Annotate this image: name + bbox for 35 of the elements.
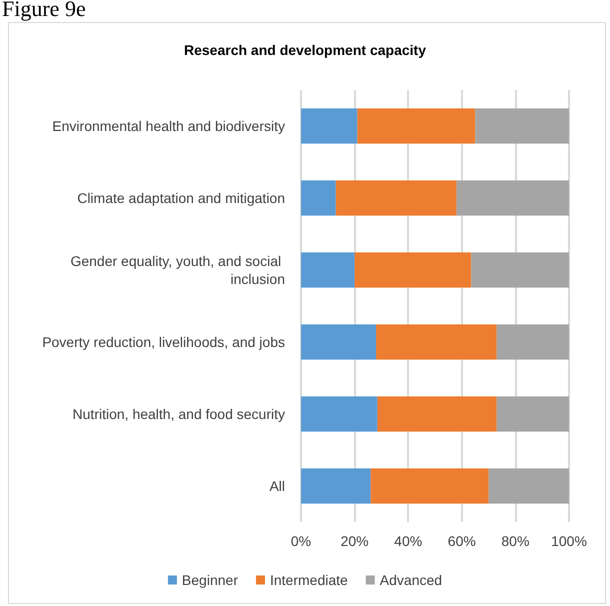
- y-tick-label: All: [269, 478, 285, 494]
- caption: Figure 9e: [2, 0, 86, 22]
- y-tick-label: Nutrition, health, and food security: [72, 406, 285, 422]
- x-tick-label: 100%: [551, 533, 587, 549]
- bar: [301, 324, 376, 360]
- legend-label: Beginner: [182, 572, 238, 588]
- bar: [456, 180, 569, 216]
- x-tick-label: 80%: [501, 533, 530, 549]
- bar: [496, 396, 569, 432]
- bar: [496, 324, 569, 360]
- x-tick-label: 60%: [448, 533, 476, 549]
- bar: [301, 180, 336, 216]
- bar: [301, 468, 371, 504]
- y-tick-label: Climate adaptation and mitigation: [77, 190, 285, 206]
- x-tick-label: 40%: [394, 533, 422, 549]
- bar: [354, 252, 472, 288]
- chart-title: Research and development capacity: [184, 42, 426, 58]
- bar: [301, 108, 358, 144]
- y-tick-label: Gender equality, youth, and social inclusion: [70, 253, 285, 287]
- x-tick-label: 0%: [290, 533, 312, 549]
- bar: [376, 324, 497, 360]
- y-tick-label: Environmental health and biodiversity: [52, 118, 285, 134]
- y-tick-label: Poverty reduction, livelihoods, and jobs: [42, 334, 285, 350]
- legend-label: Intermediate: [270, 572, 348, 588]
- bar: [377, 396, 497, 432]
- bar: [336, 180, 456, 216]
- x-tick-label: 20%: [340, 533, 369, 549]
- bar: [475, 108, 569, 144]
- bar: [370, 468, 489, 504]
- bar: [301, 396, 378, 432]
- bar: [488, 468, 569, 504]
- bar: [301, 252, 355, 288]
- bar: [357, 108, 476, 144]
- legend-label: Advanced: [380, 572, 442, 588]
- bar: [471, 252, 569, 288]
